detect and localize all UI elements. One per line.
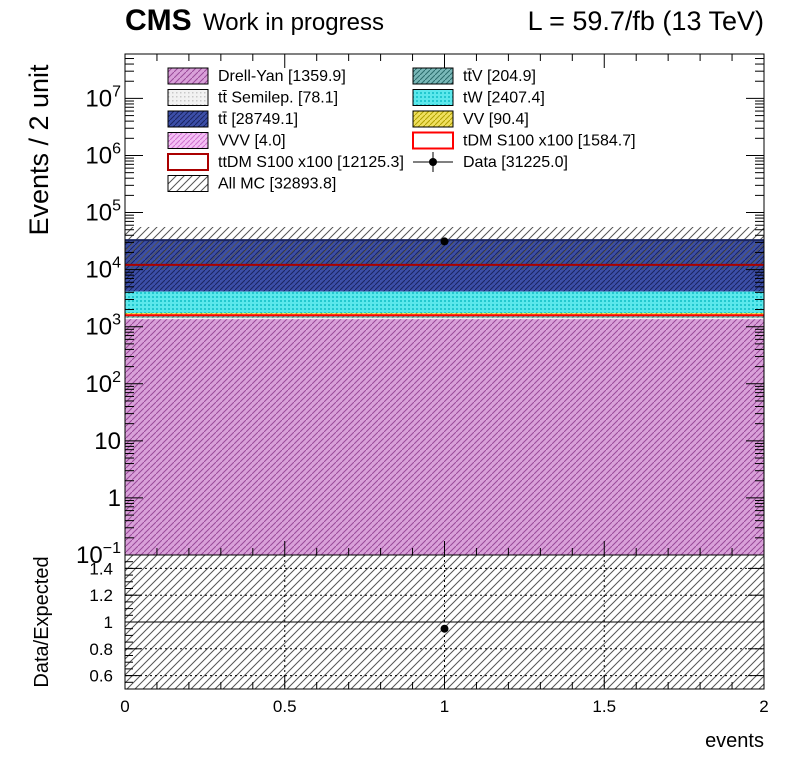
legend-swatch-left-3 — [167, 132, 209, 149]
y-tick-base-6: 10 — [94, 428, 121, 455]
y-tick-exp-2: 5 — [112, 198, 121, 215]
legend-label-left-4: ttDM S100 x100 [12125.3] — [218, 154, 404, 171]
legend-swatch-left-5 — [167, 175, 209, 192]
x-tick-label-0: 0 — [120, 697, 129, 716]
legend-swatch-left-4 — [167, 153, 209, 171]
ratio-y-axis: 0.6 0.8 1 1.2 1.4 — [89, 554, 764, 690]
legend-label-left-3: VVV [4.0] — [218, 133, 286, 150]
legend-label-right-4: Data [31225.0] — [463, 154, 568, 171]
y-tick-exp-8: −1 — [103, 540, 121, 557]
x-tick-label-2: 1 — [440, 697, 449, 716]
x-tick-label-4: 2 — [759, 697, 768, 716]
y-tick-exp-4: 3 — [112, 312, 121, 329]
legend-label-right-3: tDM S100 x100 [1584.7] — [463, 133, 636, 150]
ratio-y-tick-label-1: 0.8 — [89, 640, 113, 659]
y-tick-base-4: 10 — [85, 314, 112, 341]
legend-label-right-1: tW [2407.4] — [463, 90, 545, 107]
stack-layer — [125, 226, 764, 555]
y-tick-label-2: 105 — [85, 198, 121, 227]
luminosity-label: L = 59.7/fb (13 TeV) — [528, 6, 764, 36]
stack-bar-5 — [125, 291, 764, 314]
legend-swatch-right-3 — [412, 131, 454, 150]
cms-label: CMS — [125, 4, 192, 37]
legend-label-left-2: tt̄ [28749.1] — [218, 111, 298, 128]
legend-swatch-right-1 — [412, 89, 454, 106]
ratio-point-0 — [440, 624, 449, 633]
y-tick-label-4: 103 — [85, 312, 121, 341]
stack-bar-1 — [125, 317, 764, 320]
ratio-y-tick-label-3: 1.2 — [89, 586, 113, 605]
legend-swatch-left-1 — [167, 89, 209, 106]
stack-bar-4 — [125, 313, 764, 315]
y-tick-label-0: 107 — [85, 83, 121, 112]
y-tick-label-5: 102 — [85, 369, 121, 398]
ratio-x-axis: 0 0.5 1 1.5 2 — [120, 675, 769, 716]
mc-uncertainty-band — [125, 226, 764, 270]
y-tick-label-7: 1 — [108, 485, 121, 512]
legend-label-right-0: tt̄V [204.9] — [463, 68, 536, 85]
data-point — [440, 237, 449, 246]
ratio-grid — [125, 555, 764, 689]
ratio-y-label: Data/Expected — [31, 556, 53, 687]
y-tick-label-6: 10 — [94, 428, 121, 455]
y-tick-base-0: 10 — [85, 85, 112, 112]
legend: Drell-Yan [1359.9] tt̄ Semilep. [78.1] tt̄… — [167, 67, 636, 193]
y-tick-exp-1: 6 — [112, 140, 121, 157]
x-axis-label: events — [705, 730, 764, 752]
y-tick-base-7: 1 — [108, 485, 121, 512]
ratio-panel: 0.6 0.8 1 1.2 1.4 0 0.5 1 1.5 2 Data/Expected ev… — [31, 554, 769, 752]
main-y-label: Events / 2 unit — [24, 64, 54, 236]
x-tick-label-3: 1.5 — [592, 697, 616, 716]
y-tick-exp-0: 7 — [112, 83, 121, 100]
stack-bar-0 — [125, 319, 764, 555]
main-x-ticks — [124, 54, 765, 555]
ratio-y-tick-label-4: 1.4 — [89, 559, 113, 578]
ratio-points — [440, 624, 449, 633]
y-tick-base-2: 10 — [85, 200, 112, 227]
y-tick-base-5: 10 — [85, 371, 112, 398]
legend-label-right-2: VV [90.4] — [463, 111, 529, 128]
status-label: Work in progress — [203, 9, 384, 36]
legend-swatch-left-2 — [167, 110, 209, 128]
y-tick-exp-5: 2 — [112, 369, 121, 386]
ratio-y-tick-label-2: 1 — [104, 613, 113, 632]
main-overlay — [440, 237, 449, 246]
y-tick-label-8: 10−1 — [76, 540, 121, 569]
y-tick-base-8: 10 — [76, 542, 103, 569]
legend-label-left-0: Drell-Yan [1359.9] — [218, 68, 346, 85]
legend-swatch-right-2 — [412, 110, 454, 128]
legend-swatch-left-0 — [167, 67, 209, 85]
y-tick-base-3: 10 — [85, 257, 112, 284]
y-tick-label-3: 104 — [85, 255, 121, 284]
y-tick-exp-3: 4 — [112, 255, 121, 272]
legend-label-left-1: tt̄ Semilep. [78.1] — [218, 90, 338, 107]
x-tick-label-1: 0.5 — [273, 697, 297, 716]
y-tick-base-1: 10 — [85, 142, 112, 169]
y-tick-label-1: 106 — [85, 140, 121, 169]
legend-label-left-5: All MC [32893.8] — [218, 176, 336, 193]
ratio-y-tick-label-0: 0.6 — [89, 667, 113, 686]
legend-marker-dot — [429, 158, 437, 166]
legend-swatch-right-0 — [412, 67, 454, 85]
